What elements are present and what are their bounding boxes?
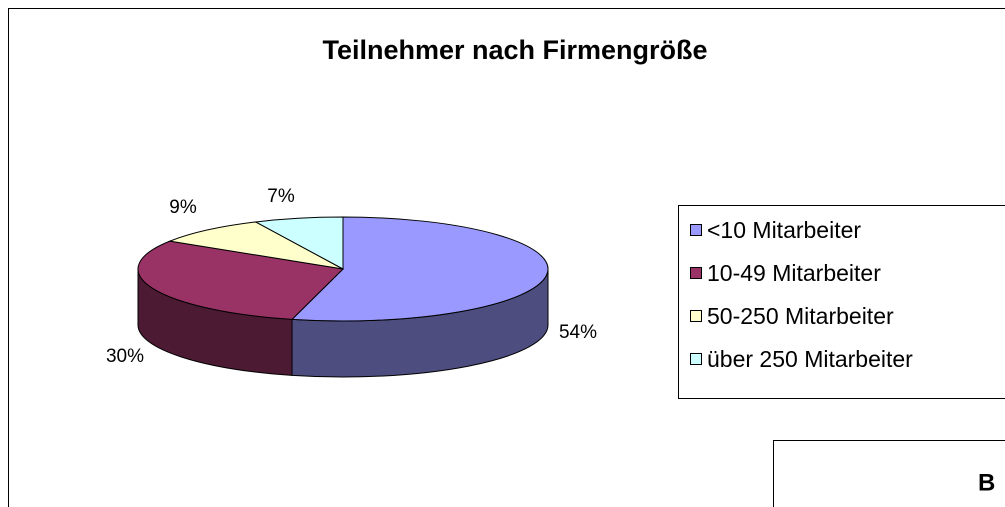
legend-swatch: [690, 224, 702, 236]
legend-swatch: [690, 353, 702, 365]
partial-box: [773, 440, 1005, 507]
legend-swatch: [690, 267, 702, 279]
legend-label: 50-250 Mitarbeiter: [707, 303, 894, 329]
legend-label: 10-49 Mitarbeiter: [707, 260, 881, 286]
data-label: 9%: [169, 197, 197, 218]
partial-box-text: B: [978, 469, 995, 496]
legend: [678, 205, 1005, 399]
pie-slice: [254, 216, 344, 270]
chart-title: Teilnehmer nach Firmengröße: [322, 35, 707, 65]
pie-slice: [290, 216, 549, 322]
legend-label: über 250 Mitarbeiter: [707, 346, 913, 372]
data-label: 7%: [267, 186, 295, 207]
data-label: 30%: [106, 346, 144, 367]
data-label: 54%: [559, 322, 597, 343]
pie-slice: [168, 221, 344, 270]
legend-label: <10 Mitarbeiter: [707, 217, 861, 243]
pie-slice: [137, 240, 345, 320]
legend-swatch: [690, 310, 702, 322]
